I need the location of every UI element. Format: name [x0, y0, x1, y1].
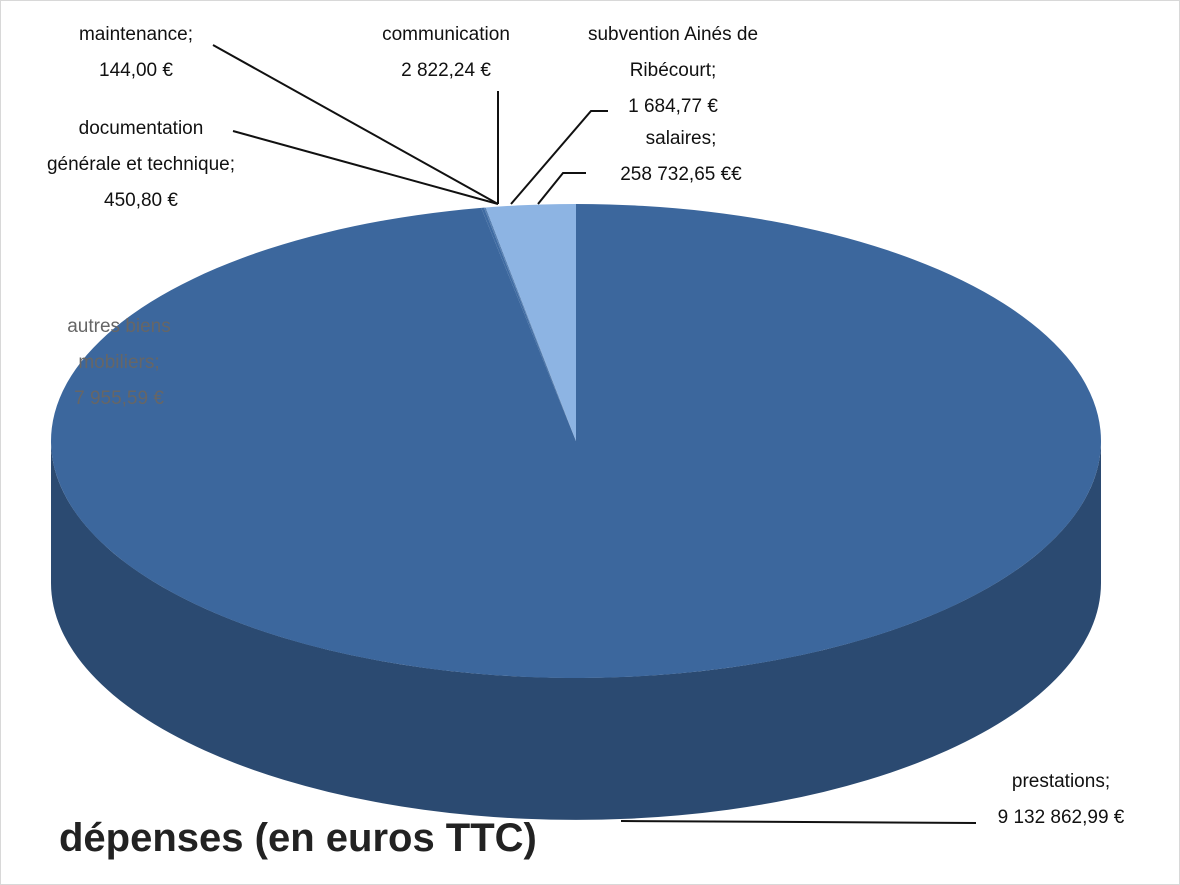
label-value: 2 822,24 €	[401, 60, 491, 81]
slice	[481, 207, 576, 441]
leader-line	[510, 110, 608, 205]
label-value: 9 132 862,99 €	[997, 807, 1125, 828]
label-name: subvention Ainés de Ribécourt;	[587, 24, 759, 81]
data-label: documentation générale et technique; 450,…	[41, 111, 241, 219]
data-label: prestations; 9 132 862,99 €	[951, 764, 1171, 836]
label-name: maintenance;	[78, 24, 194, 45]
label-value: 1 684,77 €	[628, 96, 718, 117]
slice	[485, 204, 576, 441]
leader-line	[620, 820, 977, 824]
leader-lines	[212, 44, 977, 824]
slice	[51, 204, 1102, 678]
data-label: communication 2 822,24 €	[336, 17, 556, 89]
label-name: salaires;	[645, 128, 717, 149]
label-name: communication	[382, 24, 510, 45]
leader-line	[232, 130, 499, 205]
leader-line	[537, 172, 586, 205]
slice	[485, 207, 576, 441]
slice	[484, 207, 576, 441]
label-value: 450,80 €	[104, 190, 178, 211]
data-label: subvention Ainés de Ribécourt; 1 684,77 €	[573, 17, 773, 125]
label-value: 144,00 €	[99, 60, 173, 81]
label-value: 7 955,59 €	[74, 388, 164, 409]
data-label: autres biens mobiliers; 7 955,59 €	[39, 309, 199, 417]
label-name: documentation générale et technique;	[46, 118, 236, 175]
slice	[484, 207, 576, 441]
data-label: salaires; 258 732,65 €€	[581, 121, 781, 193]
label-name: prestations;	[1011, 771, 1111, 792]
chart-title: dépenses (en euros TTC)	[59, 816, 537, 860]
label-name: autres biens mobiliers;	[67, 316, 171, 373]
label-value: 258 732,65 €€	[620, 164, 742, 185]
data-label: maintenance; 144,00 €	[26, 17, 246, 89]
slice	[483, 207, 576, 441]
leader-line	[212, 44, 499, 205]
slice-side	[51, 441, 1101, 820]
slices	[51, 204, 1102, 820]
